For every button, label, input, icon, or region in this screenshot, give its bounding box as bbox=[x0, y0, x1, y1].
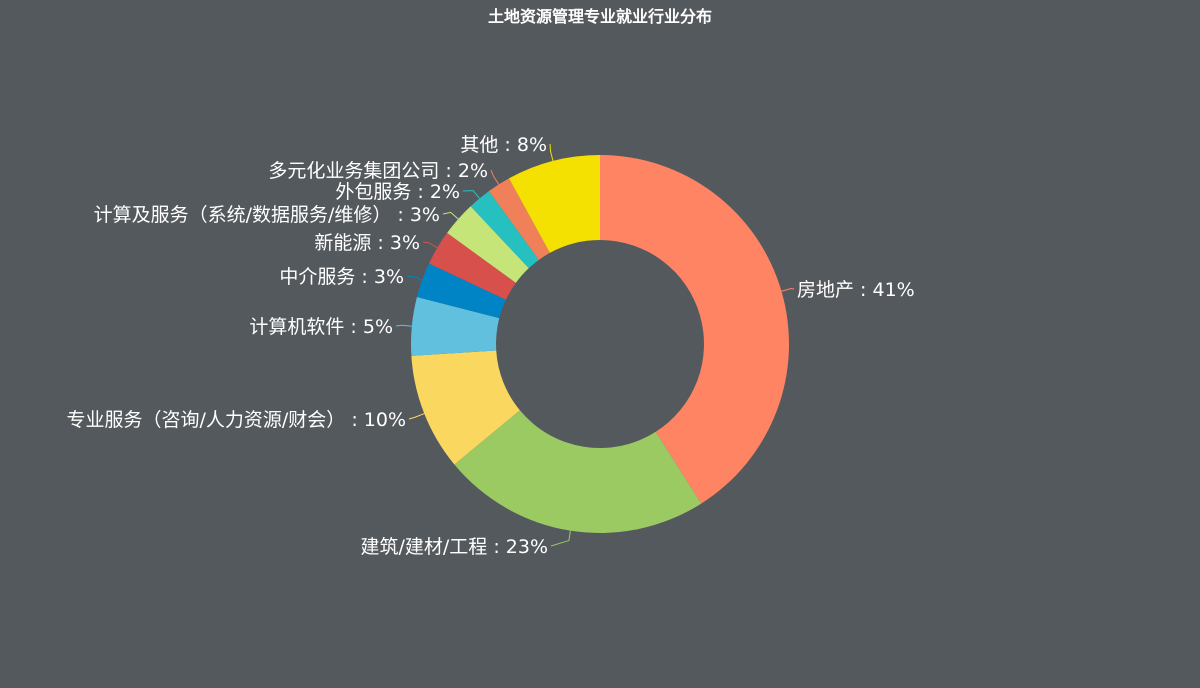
label-leader-line bbox=[406, 275, 423, 281]
donut-slice-1[interactable] bbox=[454, 410, 702, 533]
slice-label: 房地产 : 41% bbox=[797, 279, 915, 301]
slice-label: 多元化业务集团公司 : 2% bbox=[268, 160, 488, 182]
label-leader-line bbox=[442, 211, 459, 220]
slice-label: 其他 : 8% bbox=[460, 134, 547, 156]
donut-slice-0[interactable] bbox=[600, 155, 789, 504]
label-leader-line bbox=[408, 413, 425, 420]
slice-label: 建筑/建材/工程 : 23% bbox=[360, 536, 548, 558]
chart-title: 土地资源管理专业就业行业分布 bbox=[488, 7, 712, 26]
slice-label: 中介服务 : 3% bbox=[279, 266, 404, 288]
slice-label: 专业服务（咨询/人力资源/财会） : 10% bbox=[66, 409, 406, 431]
label-leader-line bbox=[549, 143, 554, 162]
donut-slice-7[interactable] bbox=[470, 191, 539, 269]
slice-label: 计算机软件 : 5% bbox=[249, 316, 393, 338]
slice-label: 外包服务 : 2% bbox=[335, 181, 460, 203]
donut-slice-3[interactable] bbox=[411, 296, 500, 356]
label-leader-line bbox=[781, 287, 795, 292]
slice-label: 计算及服务（系统/数据服务/维修） : 3% bbox=[94, 204, 440, 226]
label-leader-line bbox=[490, 169, 500, 185]
donut-slice-2[interactable] bbox=[411, 350, 520, 465]
label-leader-line bbox=[422, 241, 438, 249]
donut-slice-5[interactable] bbox=[428, 232, 516, 300]
donut-slice-9[interactable] bbox=[508, 155, 600, 253]
donut-slice-4[interactable] bbox=[416, 263, 506, 319]
label-leader-line bbox=[395, 324, 412, 327]
slice-label: 新能源 : 3% bbox=[314, 232, 420, 254]
donut-slice-8[interactable] bbox=[488, 178, 550, 260]
donut-slice-6[interactable] bbox=[447, 206, 529, 283]
label-leader-line bbox=[462, 190, 480, 199]
label-leader-line bbox=[550, 530, 571, 547]
